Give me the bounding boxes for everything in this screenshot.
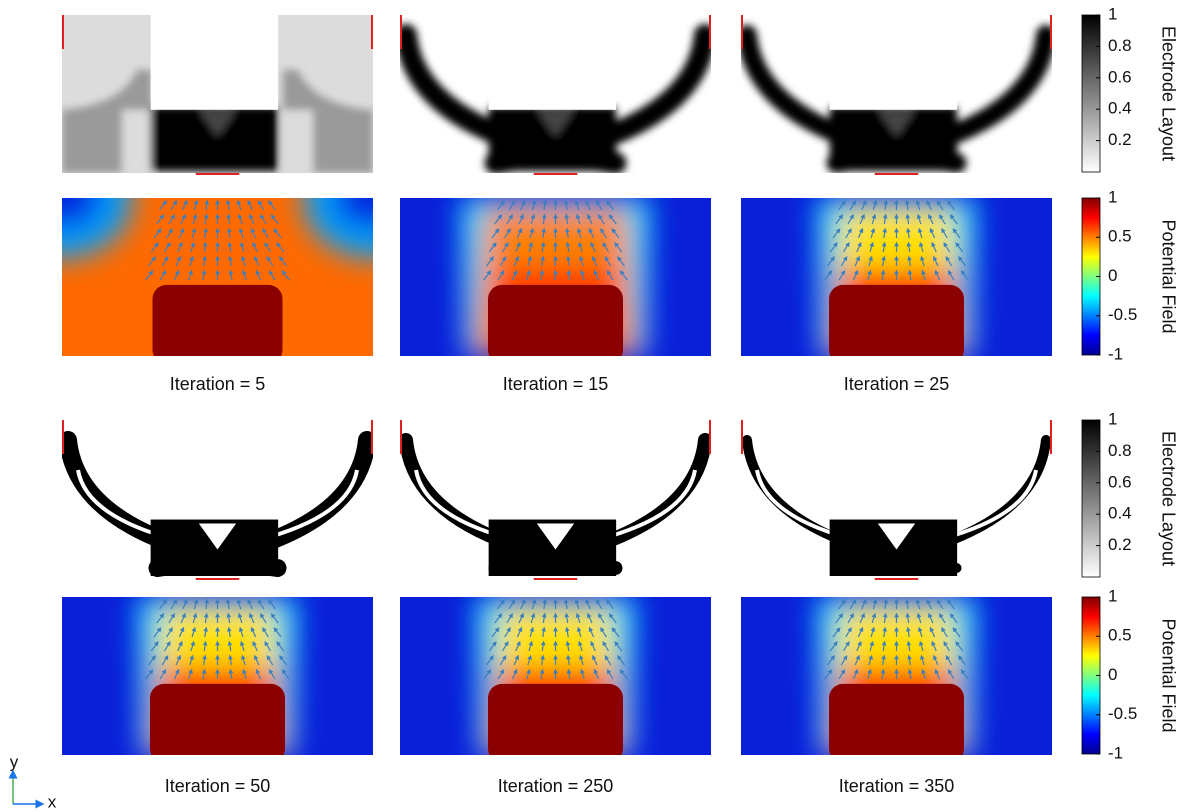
colorbar-title: Potential Field [1158, 219, 1178, 333]
void-region [151, 15, 279, 110]
iteration-label: Iteration = 50 [165, 776, 271, 796]
iteration-label: Iteration = 5 [170, 374, 266, 394]
iteration-label: Iteration = 15 [503, 374, 609, 394]
axis-x-label: x [48, 792, 57, 811]
colorbar [1082, 420, 1100, 577]
colorbar-tick-label: 0.4 [1108, 99, 1132, 118]
void-region [151, 420, 279, 515]
potential-field [741, 597, 1052, 763]
colorbar-tick-label: 0.2 [1108, 535, 1132, 554]
electrode-layout [741, 420, 1052, 578]
colorbar-title: Electrode Layout [1158, 431, 1178, 566]
colorbar [1082, 15, 1100, 172]
colorbar-tick-label: -1 [1108, 743, 1123, 762]
colorbar-tick-label: 0.2 [1108, 130, 1132, 149]
colorbar-tick-label: 0.5 [1108, 626, 1132, 645]
potential-field [400, 597, 711, 763]
colorbar-tick-label: -1 [1108, 344, 1123, 363]
potential-field [741, 198, 1052, 364]
void-region [489, 15, 617, 110]
field-core [153, 285, 283, 364]
colorbar-tick-label: 0.8 [1108, 36, 1132, 55]
colorbar-tick-label: 0 [1108, 665, 1117, 684]
electrode-layout [62, 15, 373, 173]
axis-y-label: y [10, 752, 19, 771]
potential-field [400, 198, 711, 364]
colorbar-tick-label: 1 [1108, 586, 1117, 605]
light-region [283, 110, 313, 173]
colorbar-tick-label: -0.5 [1108, 305, 1137, 324]
electrode-layout [741, 15, 1052, 173]
colorbar-tick-label: 0 [1108, 266, 1117, 285]
colorbar-title: Potential Field [1158, 618, 1178, 732]
electrode-layout [400, 15, 711, 173]
colorbar-tick-label: 1 [1108, 187, 1117, 206]
colorbar-tick-label: 0.6 [1108, 472, 1132, 491]
field-core [150, 684, 285, 763]
light-region [122, 110, 152, 173]
void-region [830, 15, 958, 110]
electrode-layout [62, 420, 373, 578]
electrode-layout [400, 420, 711, 578]
potential-field [62, 597, 373, 763]
field-core [488, 285, 623, 364]
field-core [488, 684, 623, 763]
figure: y x Iteration = 5 Iteration = 15 Iteration… [0, 0, 1187, 812]
colorbar-tick-label: 0.5 [1108, 227, 1132, 246]
colorbar-tick-label: 1 [1108, 409, 1117, 428]
colorbar-tick-label: 0.6 [1108, 67, 1132, 86]
colorbar-tick-label: 0.4 [1108, 504, 1132, 523]
colorbar-title: Electrode Layout [1158, 26, 1178, 161]
field-corner [22, 168, 102, 228]
iteration-label: Iteration = 250 [498, 776, 614, 796]
iteration-label: Iteration = 25 [844, 374, 950, 394]
field-core [829, 285, 964, 364]
field-core [829, 684, 964, 763]
iteration-label: Iteration = 350 [839, 776, 955, 796]
colorbar-tick-label: -0.5 [1108, 704, 1137, 723]
colorbar-tick-label: 0.8 [1108, 441, 1132, 460]
axis-indicator: y x [10, 752, 57, 811]
colorbar-tick-label: 1 [1108, 4, 1117, 23]
